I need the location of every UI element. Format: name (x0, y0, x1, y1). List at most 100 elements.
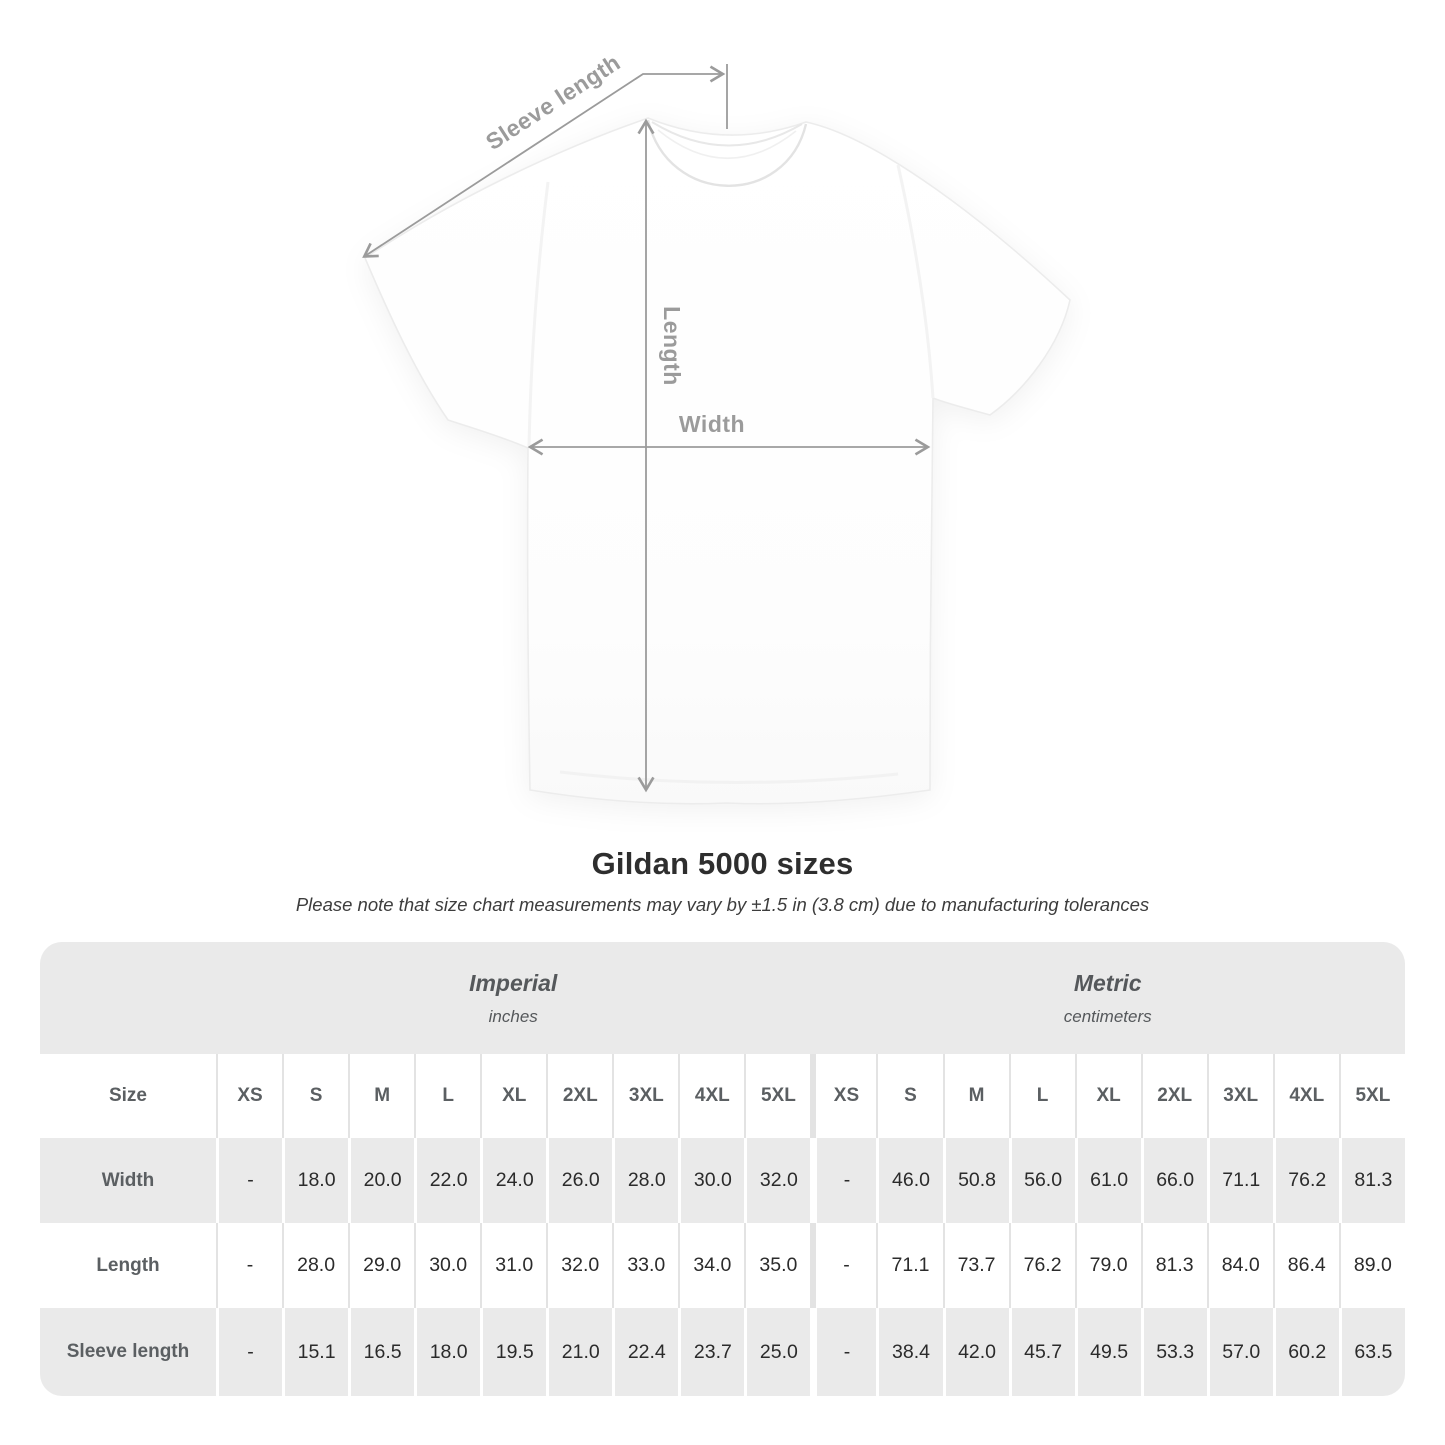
value-cell: 53.3 (1140, 1308, 1207, 1396)
title-block: Gildan 5000 sizes Please note that size … (0, 846, 1445, 916)
value-cell: 61.0 (1074, 1138, 1141, 1223)
measurement-row: Length -28.0 29.0 30.0 31.0 32.0 33.0 34.0 35.0-… (40, 1223, 1405, 1308)
sleeve-length-arrow (362, 65, 726, 258)
value-cell: - (216, 1138, 283, 1223)
value-cell: 35.0 (744, 1223, 811, 1308)
measurement-row: Width -18.0 20.0 22.0 24.0 26.0 28.0 30.0 32.0-4… (40, 1138, 1405, 1223)
metric-title: Metric (1073, 969, 1142, 996)
size-col-header: L (414, 1054, 481, 1138)
value-cell: - (810, 1308, 877, 1396)
metric-section-header: Metric centimeters (810, 942, 1405, 1054)
value-cell: 73.7 (942, 1223, 1009, 1308)
value-cell: 20.0 (348, 1138, 415, 1223)
size-col-header: 2XL (1140, 1054, 1207, 1138)
value-cell: 81.3 (1338, 1138, 1405, 1223)
units-band: Imperial inches Metric centimeters (40, 942, 1405, 1054)
size-col-header: M (348, 1054, 415, 1138)
size-col-header: 4XL (678, 1054, 745, 1138)
value-cell: 57.0 (1206, 1308, 1273, 1396)
value-cell: 63.5 (1338, 1308, 1405, 1396)
row-label: Length (40, 1223, 216, 1308)
value-cell: 81.3 (1140, 1223, 1207, 1308)
measurement-figure: Sleeve length Length Width (362, 49, 1071, 805)
value-cell: 42.0 (942, 1308, 1009, 1396)
value-cell: 46.0 (876, 1138, 943, 1223)
size-col-header: 2XL (546, 1054, 613, 1138)
row-label: Sleeve length (40, 1308, 216, 1396)
value-cell: 76.2 (1272, 1138, 1339, 1223)
value-cell: - (216, 1308, 283, 1396)
size-column-title: Size (40, 1054, 216, 1138)
value-cell: 18.0 (282, 1138, 349, 1223)
value-cell: 22.0 (414, 1138, 481, 1223)
size-header-row: Size XS S M L XL 2XL 3XL 4XL 5XL XS S M L XL 2XL 3XL 4XL… (40, 1054, 1405, 1138)
value-cell: 23.7 (678, 1308, 745, 1396)
size-col-header: M (942, 1054, 1009, 1138)
size-col-header: XS (216, 1054, 283, 1138)
value-cell: 15.1 (282, 1308, 349, 1396)
imperial-title: Imperial (469, 969, 558, 996)
size-col-header: S (282, 1054, 349, 1138)
value-cell: - (810, 1223, 877, 1308)
value-cell: 34.0 (678, 1223, 745, 1308)
size-col-header: S (876, 1054, 943, 1138)
size-col-header: XS (810, 1054, 877, 1138)
value-cell: 32.0 (744, 1138, 811, 1223)
value-cell: 86.4 (1272, 1223, 1339, 1308)
value-cell: 21.0 (546, 1308, 613, 1396)
size-col-header: 4XL (1272, 1054, 1339, 1138)
measurement-row: Sleeve length -15.1 16.5 18.0 19.5 21.0 22.4 23… (40, 1308, 1405, 1396)
size-chart: Imperial inches Metric centimeters Size … (40, 942, 1405, 1396)
value-cell: 89.0 (1338, 1223, 1405, 1308)
value-cell: 22.4 (612, 1308, 679, 1396)
size-col-header: XL (1074, 1054, 1141, 1138)
value-cell: 56.0 (1008, 1138, 1075, 1223)
value-cell: 33.0 (612, 1223, 679, 1308)
length-label: Length (659, 306, 685, 386)
imperial-unit: inches (488, 1006, 538, 1026)
tshirt-graphic (364, 117, 1071, 805)
value-cell: 25.0 (744, 1308, 811, 1396)
right-drape-crease (896, 164, 935, 399)
value-cell: 24.0 (480, 1138, 547, 1223)
value-cell: 84.0 (1206, 1223, 1273, 1308)
size-col-header: L (1008, 1054, 1075, 1138)
value-cell: 30.0 (414, 1223, 481, 1308)
size-col-header: 3XL (612, 1054, 679, 1138)
value-cell: 49.5 (1074, 1308, 1141, 1396)
tshirt-diagram: Sleeve length Length Width (362, 49, 1071, 805)
value-cell: 19.5 (480, 1308, 547, 1396)
width-label: Width (679, 411, 745, 437)
value-cell: 71.1 (876, 1223, 943, 1308)
value-cell: 18.0 (414, 1308, 481, 1396)
hem-ripple (559, 770, 899, 785)
size-col-header: 5XL (1338, 1054, 1405, 1138)
measurement-annotations (362, 64, 931, 793)
value-cell: 16.5 (348, 1308, 415, 1396)
value-cell: 66.0 (1140, 1138, 1207, 1223)
tshirt-body (364, 117, 1071, 805)
page-subtitle: Please note that size chart measurements… (295, 894, 1150, 915)
value-cell: - (810, 1138, 877, 1223)
row-label: Width (40, 1138, 216, 1223)
size-col-header: XL (480, 1054, 547, 1138)
value-cell: 71.1 (1206, 1138, 1273, 1223)
size-col-header: 3XL (1206, 1054, 1273, 1138)
value-cell: 45.7 (1008, 1308, 1075, 1396)
value-cell: 31.0 (480, 1223, 547, 1308)
value-cell: 26.0 (546, 1138, 613, 1223)
band-spacer (40, 942, 216, 1054)
page-title: Gildan 5000 sizes (591, 846, 854, 881)
value-cell: 28.0 (282, 1223, 349, 1308)
size-chart-table: Imperial inches Metric centimeters Size … (40, 942, 1405, 1396)
value-cell: - (216, 1223, 283, 1308)
value-cell: 28.0 (612, 1138, 679, 1223)
value-cell: 32.0 (546, 1223, 613, 1308)
value-cell: 76.2 (1008, 1223, 1075, 1308)
value-cell: 50.8 (942, 1138, 1009, 1223)
metric-unit: centimeters (1063, 1006, 1152, 1026)
value-cell: 60.2 (1272, 1308, 1339, 1396)
value-cell: 30.0 (678, 1138, 745, 1223)
value-cell: 79.0 (1074, 1223, 1141, 1308)
